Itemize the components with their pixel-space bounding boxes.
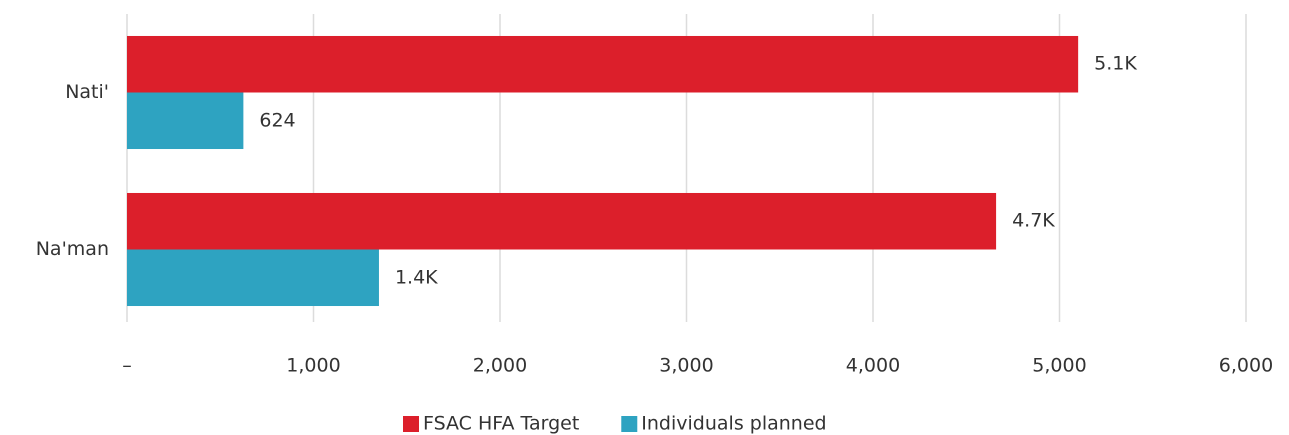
x-tick-label: 3,000 [659, 355, 713, 377]
legend-swatch [621, 416, 638, 432]
data-label: 1.4K [395, 266, 438, 288]
y-tick-label: Nati' [65, 81, 109, 103]
bar [127, 249, 379, 307]
x-tick-label: 1,000 [286, 355, 340, 377]
x-tick-label: 4,000 [846, 355, 900, 377]
bar [127, 92, 244, 150]
y-tick-label: Na'man [36, 238, 109, 260]
data-label: 4.7K [1012, 210, 1055, 232]
legend-label: Individuals planned [641, 413, 826, 435]
x-tick-label: 2,000 [473, 355, 527, 377]
x-tick-label: 6,000 [1219, 355, 1273, 377]
data-label: 624 [259, 109, 295, 131]
x-tick-label: – [122, 355, 132, 377]
bar [127, 35, 1079, 93]
bar [127, 192, 997, 250]
legend-swatch [403, 416, 419, 432]
legend-label: FSAC HFA Target [423, 413, 579, 435]
data-label: 5.1K [1094, 53, 1137, 75]
x-tick-label: 5,000 [1032, 355, 1086, 377]
